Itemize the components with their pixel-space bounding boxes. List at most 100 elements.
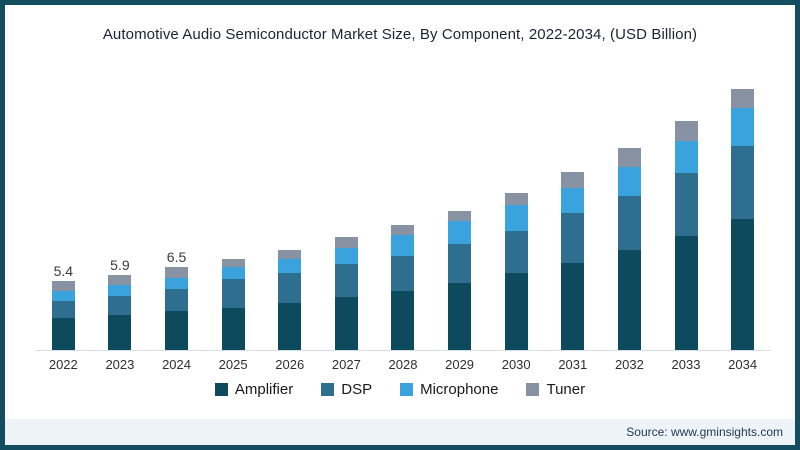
x-axis-label: 2022 <box>48 357 78 372</box>
bar-segment-amplifier <box>391 290 415 350</box>
legend-label-microphone: Microphone <box>420 381 499 398</box>
bar-segment-microphone <box>278 259 302 274</box>
amplifier-swatch-icon <box>214 383 228 396</box>
bar-segment-amplifier <box>278 302 302 350</box>
x-axis-label: 2030 <box>501 357 531 372</box>
bar-segment-microphone <box>221 266 245 280</box>
bar-segment-tuner <box>278 250 302 260</box>
bar-column-2022: 5.4 <box>35 60 92 350</box>
bar-segment-microphone <box>334 248 358 264</box>
bar-segment-dsp <box>221 279 245 308</box>
bar-segment-microphone <box>731 108 755 147</box>
bar-stack <box>561 172 585 350</box>
bar-segment-amplifier <box>561 263 585 350</box>
legend-item-amplifier: Amplifier <box>214 381 294 398</box>
bar-column-2032 <box>601 60 658 350</box>
bar-segment-tuner <box>561 172 585 188</box>
bar-stack <box>278 250 302 350</box>
bar-segment-tuner <box>165 266 189 278</box>
bar-segment-dsp <box>51 301 75 318</box>
bar-stack <box>165 266 189 350</box>
bar-stack <box>334 237 358 350</box>
bar-stack <box>731 88 755 350</box>
bar-segment-dsp <box>504 231 528 274</box>
microphone-swatch-icon <box>400 383 414 396</box>
legend-label-amplifier: Amplifier <box>234 381 294 398</box>
bar-segment-microphone <box>561 187 585 214</box>
bar-segment-dsp <box>391 255 415 291</box>
bar-segment-dsp <box>334 263 358 297</box>
bar-segment-amplifier <box>165 311 189 350</box>
dsp-swatch-icon <box>321 383 335 396</box>
bar-segment-tuner <box>334 237 358 249</box>
legend-item-dsp: DSP <box>321 381 372 398</box>
bar-stack <box>108 274 132 350</box>
x-axis-label: 2025 <box>218 357 248 372</box>
tuner-swatch-icon <box>526 383 540 396</box>
bar-segment-tuner <box>391 224 415 236</box>
bar-segment-tuner <box>617 147 641 168</box>
source-strip: Source: www.gminsights.com <box>5 419 795 445</box>
legend-item-tuner: Tuner <box>526 381 585 398</box>
bar-segment-amplifier <box>334 296 358 350</box>
bar-segment-dsp <box>448 244 472 283</box>
bar-column-2031 <box>544 60 601 350</box>
bar-column-2024: 6.5 <box>148 60 205 350</box>
bar-column-2029 <box>431 60 488 350</box>
bar-segment-amplifier <box>617 250 641 350</box>
legend-label-dsp: DSP <box>341 381 373 398</box>
bar-segment-amplifier <box>221 307 245 350</box>
legend-label-tuner: Tuner <box>546 381 586 398</box>
bar-stack <box>504 192 528 350</box>
x-axis-label: 2033 <box>671 357 701 372</box>
bar-column-2023: 5.9 <box>92 60 149 350</box>
chart-title: Automotive Audio Semiconductor Market Si… <box>102 26 698 43</box>
bar-segment-tuner <box>504 192 528 206</box>
bar-stack <box>617 147 641 350</box>
bar-segment-dsp <box>674 173 698 237</box>
bar-segment-dsp <box>731 146 755 220</box>
x-axis-label: 2029 <box>445 357 475 372</box>
legend: Amplifier DSP Microphone Tuner <box>5 381 795 398</box>
bar-segment-amplifier <box>731 219 755 350</box>
x-axis-label: 2031 <box>558 357 588 372</box>
bar-segment-tuner <box>51 280 75 291</box>
source-text: Source: www.gminsights.com <box>626 425 783 439</box>
bar-segment-amplifier <box>108 314 132 350</box>
x-axis-label: 2028 <box>388 357 418 372</box>
bar-segment-tuner <box>108 274 132 285</box>
bar-total-label: 5.9 <box>110 256 130 273</box>
bar-segment-microphone <box>51 290 75 302</box>
bar-segment-dsp <box>561 213 585 263</box>
bar-segment-amplifier <box>504 273 528 350</box>
bar-stack <box>221 258 245 350</box>
bar-segment-amplifier <box>674 236 698 350</box>
x-axis-label: 2027 <box>331 357 361 372</box>
bar-total-label: 6.5 <box>166 248 187 265</box>
plot-area: 5.4 5.9 6.5 2022 2023 2024 2025 2026 2027 2028 20… <box>35 60 771 372</box>
x-axis-label: 2032 <box>614 357 644 372</box>
bar-segment-microphone <box>674 141 698 174</box>
bar-total-label: 5.4 <box>53 262 74 279</box>
bar-column-2028 <box>375 60 432 350</box>
bar-segment-microphone <box>504 205 528 232</box>
bar-segment-tuner <box>731 88 755 109</box>
bar-column-2033 <box>658 60 715 350</box>
bar-segment-dsp <box>165 288 189 311</box>
x-axis-label: 2026 <box>275 357 305 372</box>
x-axis-label: 2023 <box>105 357 135 372</box>
bar-segment-tuner <box>674 120 698 142</box>
bar-segment-microphone <box>617 167 641 197</box>
bar-segment-amplifier <box>51 318 75 350</box>
bar-column-2030 <box>488 60 545 350</box>
bar-area: 5.4 5.9 6.5 <box>35 60 771 351</box>
legend-item-microphone: Microphone <box>400 381 498 398</box>
bar-column-2034 <box>714 60 771 350</box>
bar-segment-tuner <box>221 258 245 267</box>
x-axis-label: 2034 <box>728 357 758 372</box>
bar-segment-dsp <box>617 196 641 251</box>
bar-segment-amplifier <box>448 282 472 350</box>
bar-segment-microphone <box>391 235 415 256</box>
x-axis-labels: 2022 2023 2024 2025 2026 2027 2028 2029 2030 2031… <box>35 357 771 372</box>
